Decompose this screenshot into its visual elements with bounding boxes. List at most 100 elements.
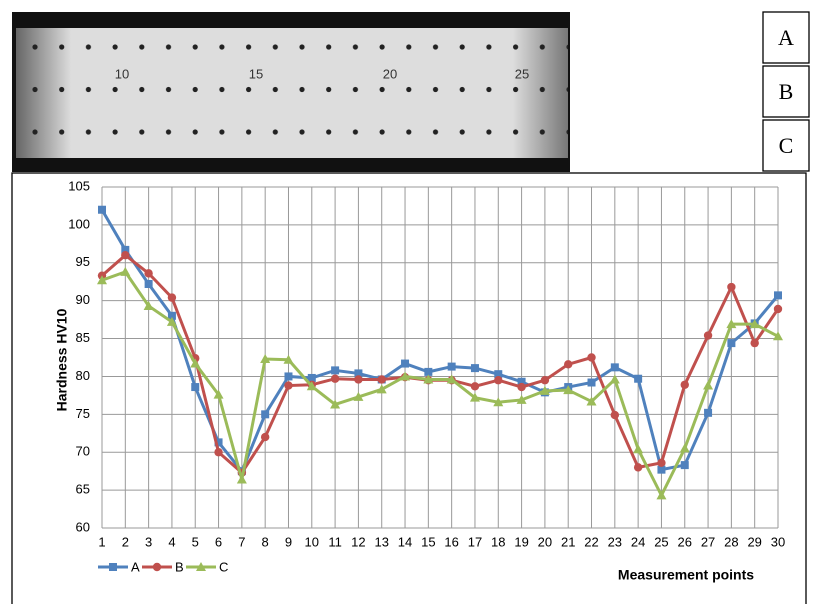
marker bbox=[634, 375, 642, 383]
scale-label: 15 bbox=[249, 66, 263, 81]
x-tick-label: 27 bbox=[701, 534, 715, 549]
figure: 10 15 20 25 A B C Hardness HV10 Measurem… bbox=[0, 0, 821, 604]
marker bbox=[168, 293, 176, 301]
x-tick-label: 16 bbox=[444, 534, 458, 549]
marker bbox=[120, 267, 130, 276]
marker bbox=[284, 372, 292, 380]
marker bbox=[98, 206, 106, 214]
x-tick-label: 10 bbox=[305, 534, 319, 549]
marker bbox=[144, 269, 152, 277]
y-tick-label: 60 bbox=[76, 519, 90, 534]
x-tick-label: 19 bbox=[514, 534, 528, 549]
marker bbox=[680, 443, 690, 452]
y-tick-label: 80 bbox=[76, 368, 90, 383]
x-tick-label: 11 bbox=[328, 534, 342, 549]
series-line bbox=[102, 255, 778, 472]
y-tick-label: 85 bbox=[76, 330, 90, 345]
specimen-photo: 10 15 20 25 bbox=[12, 12, 570, 172]
marker bbox=[681, 461, 689, 469]
legend-marker bbox=[153, 563, 161, 571]
marker bbox=[774, 305, 782, 313]
marker bbox=[354, 375, 362, 383]
marker bbox=[564, 360, 572, 368]
series-line bbox=[102, 210, 778, 471]
marker bbox=[727, 339, 735, 347]
x-tick-label: 9 bbox=[285, 534, 292, 549]
scale-label: 25 bbox=[515, 66, 529, 81]
row-label: A bbox=[778, 25, 794, 50]
x-tick-label: 21 bbox=[561, 534, 575, 549]
x-tick-label: 24 bbox=[631, 534, 645, 549]
x-tick-label: 3 bbox=[145, 534, 152, 549]
y-tick-label: 105 bbox=[68, 178, 90, 193]
x-tick-label: 13 bbox=[374, 534, 388, 549]
marker bbox=[610, 374, 620, 383]
x-tick-label: 12 bbox=[351, 534, 365, 549]
x-tick-label: 7 bbox=[238, 534, 245, 549]
x-tick-label: 15 bbox=[421, 534, 435, 549]
marker bbox=[494, 376, 502, 384]
marker bbox=[611, 363, 619, 371]
legend-label: A bbox=[131, 559, 140, 574]
row-label: B bbox=[779, 79, 794, 104]
scale-label: 20 bbox=[383, 66, 397, 81]
y-tick-label: 90 bbox=[76, 292, 90, 307]
marker bbox=[471, 382, 479, 390]
x-axis-label: Measurement points bbox=[618, 567, 754, 583]
marker bbox=[634, 463, 642, 471]
x-tick-label: 29 bbox=[747, 534, 761, 549]
marker bbox=[727, 283, 735, 291]
x-tick-label: 2 bbox=[122, 534, 129, 549]
y-tick-label: 70 bbox=[76, 444, 90, 459]
marker bbox=[401, 360, 409, 368]
marker bbox=[611, 411, 619, 419]
legend-label: C bbox=[219, 559, 228, 574]
y-tick-label: 100 bbox=[68, 216, 90, 231]
y-axis-label: Hardness HV10 bbox=[54, 308, 70, 411]
row-label: C bbox=[779, 133, 794, 158]
marker bbox=[633, 444, 643, 453]
legend-label: B bbox=[175, 559, 184, 574]
marker bbox=[261, 410, 269, 418]
y-tick-label: 75 bbox=[76, 406, 90, 421]
marker bbox=[703, 381, 713, 390]
series-line bbox=[102, 272, 778, 496]
x-tick-label: 23 bbox=[608, 534, 622, 549]
marker bbox=[145, 280, 153, 288]
x-tick-label: 8 bbox=[262, 534, 269, 549]
marker bbox=[284, 381, 292, 389]
x-tick-label: 18 bbox=[491, 534, 505, 549]
marker bbox=[704, 331, 712, 339]
x-tick-label: 28 bbox=[724, 534, 738, 549]
scale-label: 10 bbox=[115, 66, 129, 81]
marker bbox=[588, 379, 596, 387]
x-tick-label: 1 bbox=[98, 534, 105, 549]
marker bbox=[750, 339, 758, 347]
marker bbox=[657, 459, 665, 467]
marker bbox=[378, 375, 386, 383]
marker bbox=[191, 383, 199, 391]
marker bbox=[331, 375, 339, 383]
legend-marker bbox=[109, 563, 117, 571]
y-tick-label: 95 bbox=[76, 254, 90, 269]
marker bbox=[774, 291, 782, 299]
marker bbox=[237, 475, 247, 484]
x-tick-label: 22 bbox=[584, 534, 598, 549]
marker bbox=[541, 376, 549, 384]
marker bbox=[261, 433, 269, 441]
marker bbox=[471, 364, 479, 372]
x-tick-label: 26 bbox=[678, 534, 692, 549]
marker bbox=[587, 353, 595, 361]
x-tick-label: 30 bbox=[771, 534, 785, 549]
marker bbox=[331, 366, 339, 374]
x-tick-label: 20 bbox=[538, 534, 552, 549]
marker bbox=[704, 409, 712, 417]
marker bbox=[448, 363, 456, 371]
x-tick-label: 25 bbox=[654, 534, 668, 549]
x-tick-label: 6 bbox=[215, 534, 222, 549]
x-tick-label: 4 bbox=[168, 534, 175, 549]
marker bbox=[121, 251, 129, 259]
marker bbox=[681, 381, 689, 389]
x-tick-label: 17 bbox=[468, 534, 482, 549]
x-tick-label: 5 bbox=[192, 534, 199, 549]
